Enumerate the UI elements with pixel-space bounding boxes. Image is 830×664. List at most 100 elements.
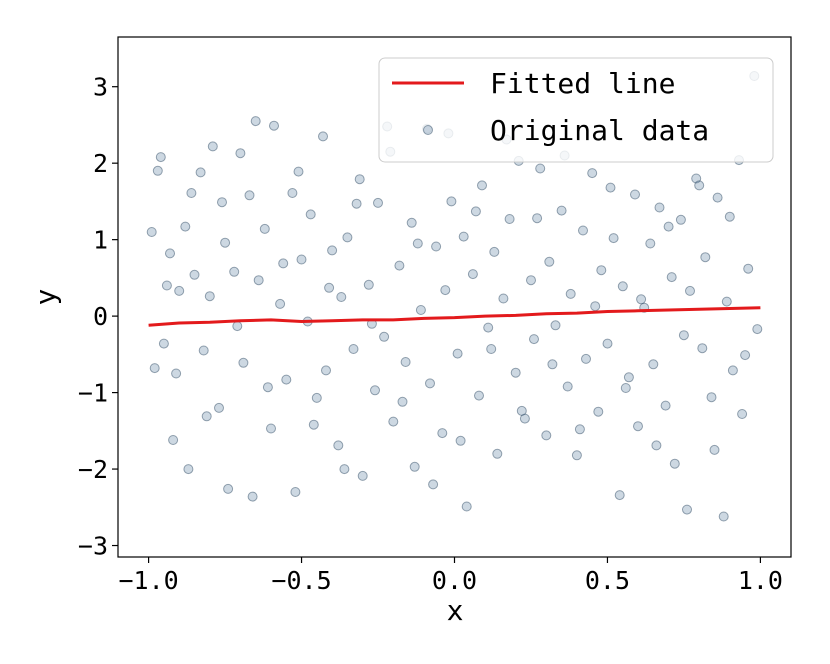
x-tick-label: −0.5 [271, 566, 331, 595]
data-point [232, 321, 243, 332]
data-point [220, 237, 231, 248]
legend-box [378, 57, 774, 163]
data-point [727, 365, 738, 376]
data-point [660, 400, 671, 411]
data-point [651, 440, 662, 451]
data-point [174, 285, 185, 296]
data-point [161, 280, 172, 291]
data-point [321, 365, 331, 376]
data-point [373, 197, 383, 208]
data-point [308, 419, 319, 430]
data-point [645, 238, 656, 249]
data-point [446, 196, 457, 207]
data-point [593, 406, 604, 417]
data-point [709, 444, 720, 455]
data-point [183, 464, 194, 475]
data-point [541, 430, 552, 441]
data-point [201, 411, 212, 422]
scatter-points [146, 71, 763, 522]
data-point [189, 269, 200, 280]
data-point [428, 479, 439, 490]
data-point [489, 246, 500, 257]
data-point [262, 382, 273, 393]
legend: Fitted line Original data [378, 57, 774, 163]
data-point [146, 227, 157, 237]
data-point [165, 248, 175, 259]
data-point [275, 298, 286, 309]
data-point [247, 491, 258, 502]
data-point [171, 368, 182, 379]
data-point [461, 501, 472, 512]
data-point [195, 167, 206, 178]
data-point [339, 464, 350, 475]
data-point [663, 221, 674, 232]
x-tick-label: −1.0 [118, 566, 178, 595]
data-point [149, 363, 160, 374]
data-point [669, 458, 680, 469]
data-point [636, 294, 647, 305]
data-point [535, 163, 546, 174]
x-tick-label: 1.0 [738, 566, 783, 595]
x-tick-label: 0.0 [432, 566, 477, 595]
data-point [617, 281, 628, 292]
y-tick-label: 0 [93, 302, 108, 331]
x-tick-label: 0.5 [585, 566, 630, 595]
data-point [379, 331, 390, 342]
data-point [388, 416, 399, 427]
data-point [363, 279, 374, 290]
data-point [281, 374, 292, 385]
data-point [685, 285, 695, 296]
data-point [204, 291, 215, 302]
data-point [565, 288, 576, 299]
y-tick-label: −1 [78, 379, 108, 408]
data-point [718, 511, 729, 522]
data-point [168, 435, 179, 445]
data-point [678, 330, 689, 341]
data-point [235, 148, 246, 159]
data-point [477, 180, 487, 191]
data-point [544, 256, 555, 267]
data-point [318, 131, 328, 142]
y-tick-label: 1 [93, 226, 108, 255]
data-point [397, 396, 408, 407]
fitted-line-layer [148, 306, 761, 327]
data-point [682, 504, 692, 515]
data-point [740, 350, 751, 361]
y-tick-label: −3 [78, 532, 108, 561]
data-point [455, 435, 466, 446]
data-point [348, 344, 359, 354]
data-point [333, 440, 344, 451]
data-point [474, 390, 484, 401]
data-point [415, 305, 426, 315]
data-point [470, 206, 481, 217]
data-point [425, 378, 435, 389]
data-point [278, 258, 289, 269]
fitted-line [148, 306, 761, 327]
data-point [562, 381, 573, 392]
data-point [498, 293, 509, 304]
data-point [467, 269, 478, 280]
x-axis-label: x [447, 594, 464, 627]
data-point [602, 338, 613, 349]
data-point [327, 245, 338, 256]
data-point [578, 225, 588, 236]
data-point [608, 233, 619, 244]
data-point [269, 120, 279, 131]
data-point [394, 260, 405, 271]
data-point [253, 275, 264, 286]
data-point [293, 166, 304, 177]
data-point [266, 423, 276, 434]
data-point [431, 241, 442, 252]
data-point [724, 211, 735, 222]
data-point [483, 322, 494, 333]
data-point [244, 190, 255, 201]
data-point [504, 214, 515, 224]
y-tick-label: 2 [93, 149, 108, 178]
data-point [406, 217, 417, 228]
data-point [712, 192, 723, 203]
data-point [305, 209, 316, 220]
data-point [550, 320, 561, 331]
data-point [158, 338, 169, 349]
data-point [697, 343, 708, 354]
